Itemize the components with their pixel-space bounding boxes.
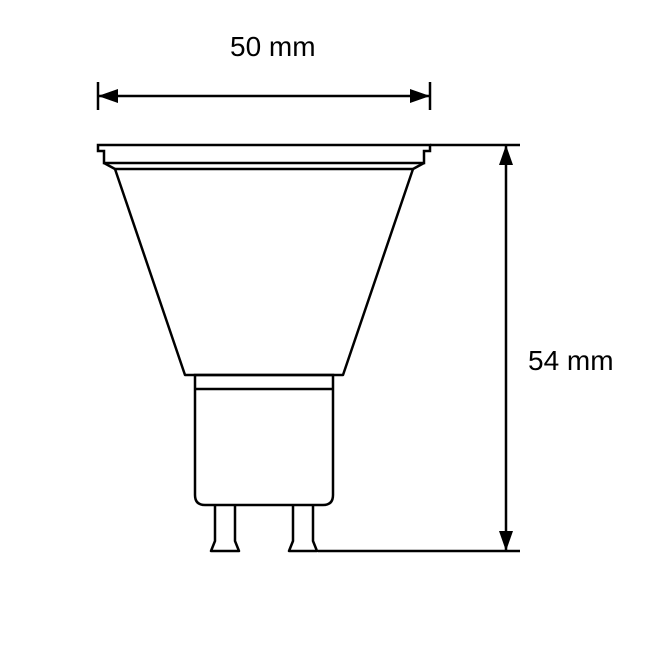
bulb-pin xyxy=(211,505,239,551)
bulb-base xyxy=(195,375,333,505)
bulb-dimension-diagram: 50 mm 54 mm xyxy=(0,0,650,650)
bulb-pin xyxy=(289,505,317,551)
bulb-rim xyxy=(98,145,430,163)
width-label: 50 mm xyxy=(230,31,316,62)
bulb-body xyxy=(115,169,413,375)
height-label: 54 mm xyxy=(528,345,614,376)
